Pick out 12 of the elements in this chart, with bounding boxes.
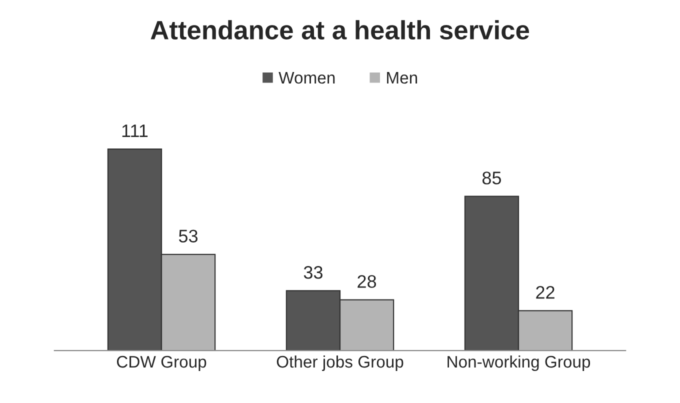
data-label: 22	[536, 286, 554, 299]
chart-title: Attendance at a health service	[150, 20, 530, 40]
legend-label: Men	[387, 72, 418, 84]
x-tick-label: CDW Group	[116, 356, 206, 372]
data-label: 28	[358, 275, 376, 288]
data-label: 111	[122, 124, 148, 138]
data-label: 53	[178, 230, 198, 242]
legend-label: Women	[278, 72, 335, 84]
x-tick-label: Non-working Group	[448, 355, 590, 372]
data-label: 85	[482, 172, 502, 184]
x-tick-label: Other jobs Group	[276, 355, 404, 372]
data-label: 33	[304, 266, 322, 279]
